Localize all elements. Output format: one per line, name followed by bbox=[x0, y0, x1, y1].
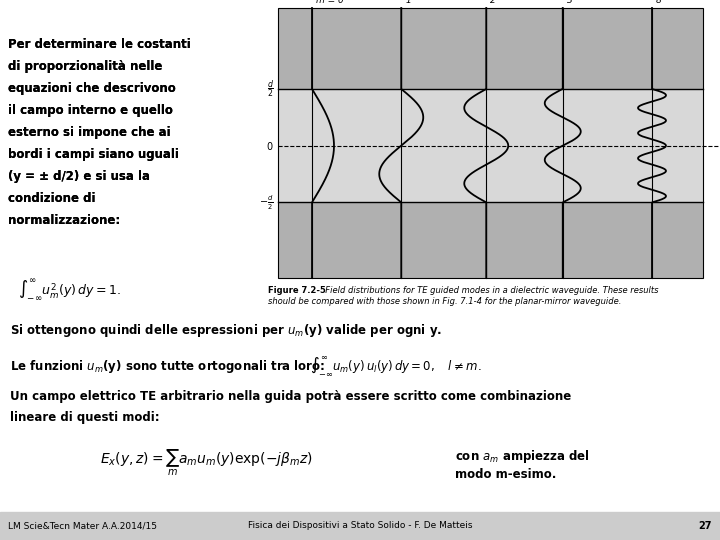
Text: bordi i campi siano uguali: bordi i campi siano uguali bbox=[8, 148, 179, 161]
Bar bbox=[278, 202, 703, 278]
Text: 1: 1 bbox=[405, 0, 411, 5]
Text: il campo interno e quello: il campo interno e quello bbox=[8, 104, 173, 117]
Text: Un campo elettrico TE arbitrario nella guida potrà essere scritto come combinazi: Un campo elettrico TE arbitrario nella g… bbox=[10, 390, 571, 403]
Text: Le funzioni $u_m$(y) sono tutte ortogonali tra loro:: Le funzioni $u_m$(y) sono tutte ortogona… bbox=[10, 358, 325, 375]
Text: normalizzazione:: normalizzazione: bbox=[8, 214, 120, 227]
Text: bordi i campi siano uguali: bordi i campi siano uguali bbox=[8, 148, 179, 161]
Text: (y = ± d/2) e si usa la: (y = ± d/2) e si usa la bbox=[8, 170, 150, 183]
Text: modo m-esimo.: modo m-esimo. bbox=[455, 468, 557, 481]
Text: Per determinare le costanti: Per determinare le costanti bbox=[8, 38, 191, 51]
Text: (y = ± d/2) e si usa la: (y = ± d/2) e si usa la bbox=[8, 170, 150, 183]
Text: 2: 2 bbox=[490, 0, 496, 5]
Text: di proporzionalità nelle: di proporzionalità nelle bbox=[8, 60, 163, 73]
Bar bbox=[0, 512, 720, 540]
Text: normalizzazione:: normalizzazione: bbox=[8, 214, 120, 227]
Text: LM Scie&Tecn Mater A.A.2014/15: LM Scie&Tecn Mater A.A.2014/15 bbox=[8, 522, 157, 530]
Text: $\int_{-\infty}^{\infty} u_m(y)\,u_l(y)\,dy = 0, \quad l \neq m.$: $\int_{-\infty}^{\infty} u_m(y)\,u_l(y)\… bbox=[310, 355, 482, 378]
Text: lineare di questi modi:: lineare di questi modi: bbox=[10, 411, 160, 424]
Text: condizione di: condizione di bbox=[8, 192, 96, 205]
Text: con $a_m$ ampiezza del: con $a_m$ ampiezza del bbox=[455, 448, 590, 465]
Bar bbox=[278, 8, 703, 89]
Text: Per determinare le costanti: Per determinare le costanti bbox=[8, 38, 191, 51]
Text: Fisica dei Dispositivi a Stato Solido - F. De Matteis: Fisica dei Dispositivi a Stato Solido - … bbox=[248, 522, 472, 530]
Text: should be compared with those shown in Fig. 7.1-4 for the planar-mirror waveguid: should be compared with those shown in F… bbox=[268, 297, 621, 306]
Text: $0$: $0$ bbox=[266, 140, 274, 152]
Bar bbox=[278, 8, 703, 278]
Text: esterno si impone che ai: esterno si impone che ai bbox=[8, 126, 171, 139]
Text: $-\frac{d}{2}$: $-\frac{d}{2}$ bbox=[259, 193, 274, 212]
Text: equazioni che descrivono: equazioni che descrivono bbox=[8, 82, 176, 95]
Text: 3: 3 bbox=[567, 0, 572, 5]
Text: $\int_{-\infty}^{\infty} u_m^2(y)\,dy = 1.$: $\int_{-\infty}^{\infty} u_m^2(y)\,dy = … bbox=[18, 278, 121, 303]
Bar bbox=[278, 89, 703, 202]
Text: m = 0: m = 0 bbox=[316, 0, 343, 5]
Text: Figure 7.2-5: Figure 7.2-5 bbox=[268, 286, 326, 295]
Text: $E_x(y, z) = \sum_m a_m u_m(y) \exp(-j\beta_m z)$: $E_x(y, z) = \sum_m a_m u_m(y) \exp(-j\b… bbox=[100, 448, 312, 478]
Text: equazioni che descrivono: equazioni che descrivono bbox=[8, 82, 176, 95]
Text: Field distributions for TE guided modes in a dielectric waveguide. These results: Field distributions for TE guided modes … bbox=[320, 286, 659, 295]
Text: Si ottengono quindi delle espressioni per $u_m$(y) valide per ogni y.: Si ottengono quindi delle espressioni pe… bbox=[10, 322, 442, 339]
Text: di proporzionalità nelle: di proporzionalità nelle bbox=[8, 60, 163, 73]
Text: condizione di: condizione di bbox=[8, 192, 96, 205]
Text: il campo interno e quello: il campo interno e quello bbox=[8, 104, 173, 117]
Text: 8: 8 bbox=[656, 0, 662, 5]
Text: $\frac{d}{2}$: $\frac{d}{2}$ bbox=[267, 78, 274, 100]
Text: esterno si impone che ai: esterno si impone che ai bbox=[8, 126, 171, 139]
Text: 27: 27 bbox=[698, 521, 712, 531]
Bar bbox=[278, 8, 703, 278]
